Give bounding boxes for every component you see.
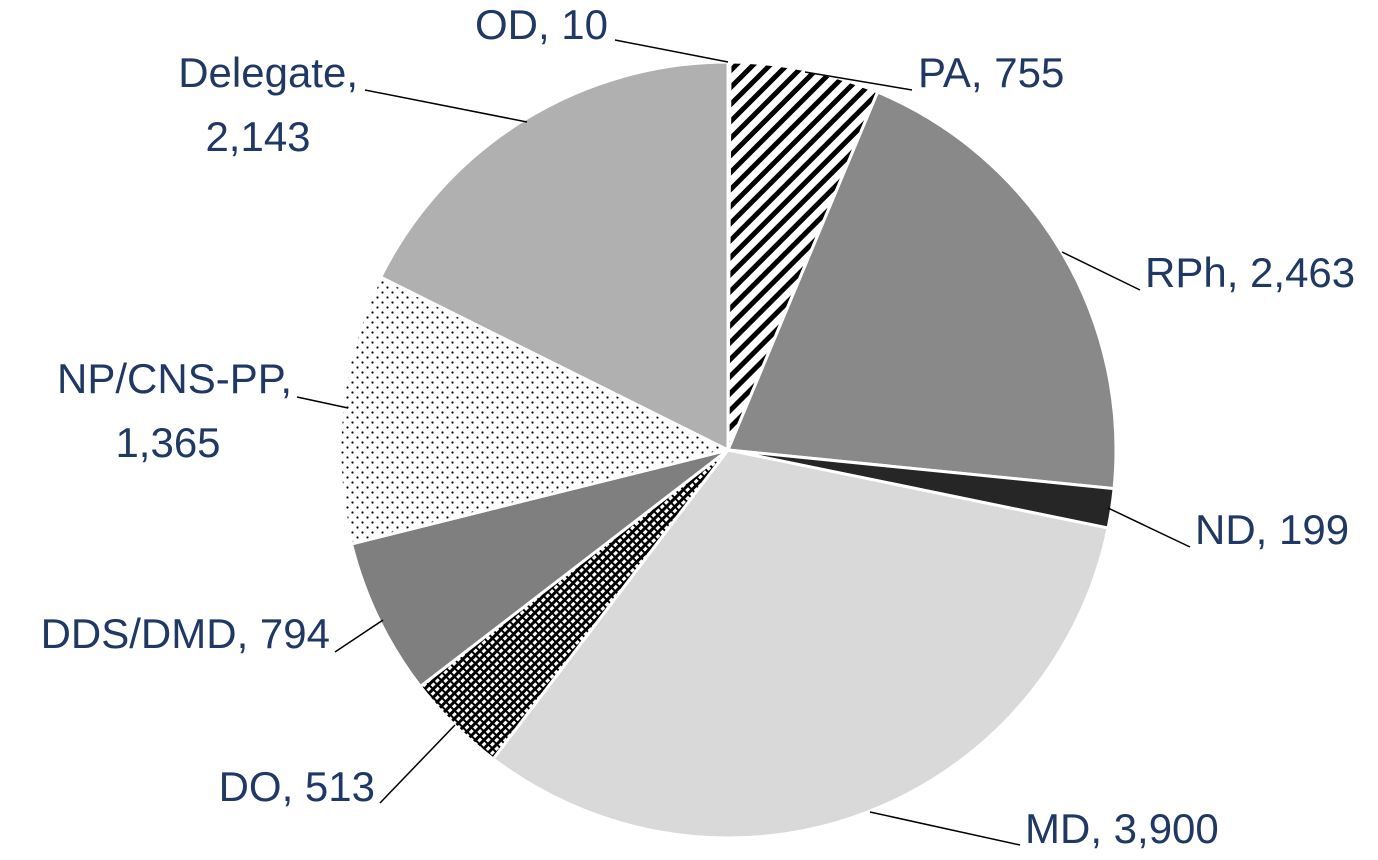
label-separator: ,	[282, 763, 305, 810]
label-separator: ,	[538, 1, 561, 48]
category-label: ND	[1195, 506, 1256, 553]
leader-line	[1061, 251, 1141, 291]
value-label: 3,900	[1114, 805, 1219, 852]
pie-slice	[726, 60, 880, 451]
value-label: 1,365	[115, 419, 220, 466]
value-label: 10	[561, 1, 608, 48]
category-label: Delegate	[178, 49, 346, 96]
value-label: 2,463	[1250, 249, 1355, 296]
value-label: 2,143	[205, 113, 310, 160]
leader-line	[296, 396, 349, 409]
leader-line	[869, 811, 1021, 846]
data-label: NP/CNS-PP,	[57, 355, 292, 402]
data-label: Delegate,	[178, 49, 358, 96]
category-label: MD	[1025, 805, 1090, 852]
label-separator: ,	[280, 355, 292, 402]
leader-line	[1107, 507, 1191, 548]
label-separator: ,	[1256, 506, 1279, 553]
label-separator: ,	[1227, 249, 1250, 296]
data-label: DDS/DMD, 794	[41, 610, 330, 657]
category-label: RPh	[1145, 249, 1227, 296]
pie-slice	[491, 448, 1110, 840]
category-label: DDS/DMD	[41, 610, 237, 657]
category-label: DO	[219, 763, 282, 810]
label-separator: ,	[971, 49, 994, 96]
leader-line	[334, 619, 384, 653]
data-label: MD, 3,900	[1025, 805, 1219, 852]
label-separator: ,	[237, 610, 260, 657]
category-label: NP/CNS-PP	[57, 355, 284, 402]
data-label: ND, 199	[1195, 506, 1349, 553]
pie-slice	[338, 275, 733, 546]
data-label: RPh, 2,463	[1145, 249, 1355, 296]
pie-slice	[378, 60, 730, 453]
data-label: DO, 513	[219, 763, 375, 810]
leader-line	[614, 39, 729, 63]
category-label: PA	[918, 49, 971, 96]
pie-slice	[349, 448, 729, 689]
data-label: PA, 755	[918, 49, 1064, 96]
leader-line	[364, 89, 528, 123]
category-label: OD	[475, 1, 538, 48]
value-label: 199	[1279, 506, 1349, 553]
value-label: 513	[305, 763, 375, 810]
data-label: OD, 10	[475, 1, 608, 48]
value-label: 755	[994, 49, 1064, 96]
leader-line	[379, 724, 456, 804]
leader-line	[804, 71, 913, 91]
value-label: 794	[260, 610, 330, 657]
pie-slice	[725, 90, 1118, 491]
label-separator: ,	[346, 49, 358, 96]
label-separator: ,	[1090, 805, 1113, 852]
